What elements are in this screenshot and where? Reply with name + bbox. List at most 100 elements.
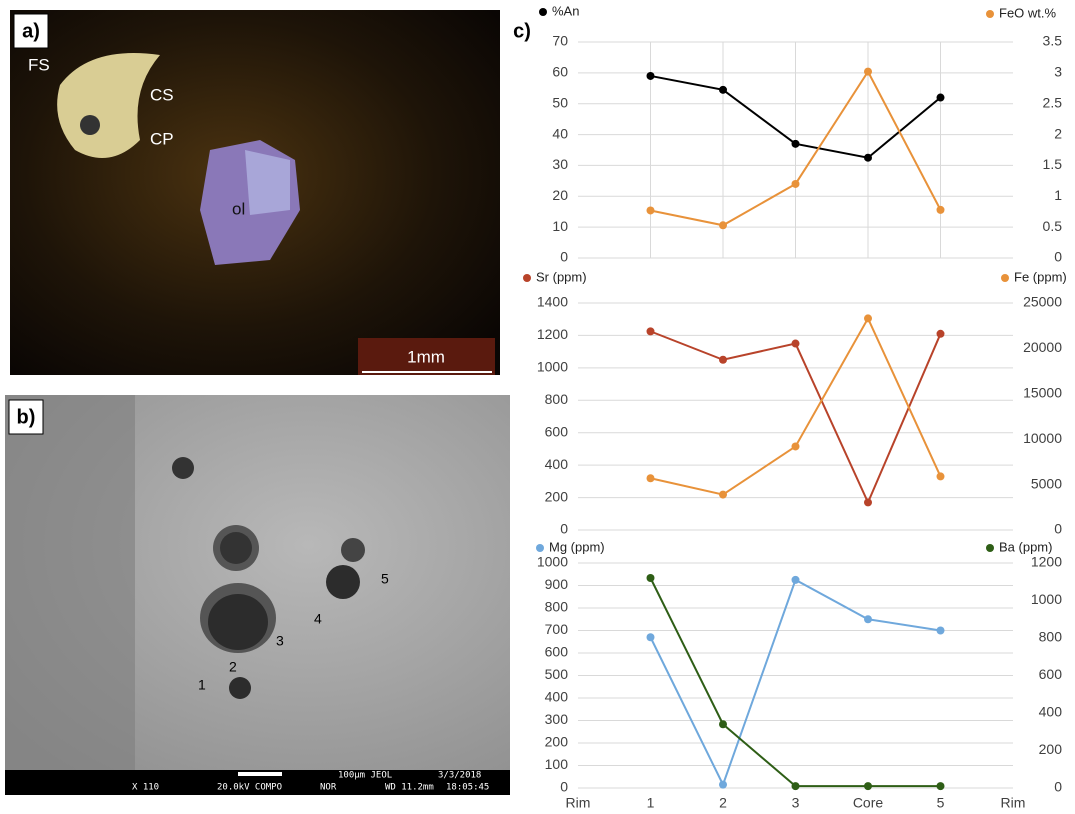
y-tick-label: 200 (545, 488, 569, 504)
y2-tick-label: 3 (1054, 64, 1062, 80)
point (719, 780, 727, 789)
point (646, 633, 655, 642)
point (791, 139, 800, 148)
x-tick-label: 5 (937, 795, 945, 811)
point (936, 472, 945, 481)
photo-b: 1 2 3 4 5 X 110 20.0kV COMPO NOR 100µm J… (5, 395, 510, 795)
y-tick-label: 1200 (537, 326, 568, 342)
point (864, 314, 872, 323)
point (791, 575, 800, 584)
point (646, 206, 655, 215)
label: 4 (314, 611, 322, 627)
point (646, 71, 655, 80)
y-tick-label: 200 (545, 734, 569, 750)
label: 1 (198, 677, 206, 693)
point (791, 339, 800, 348)
y2-tick-label: 3.5 (1043, 33, 1063, 49)
point (791, 179, 800, 188)
point (936, 93, 945, 102)
y-tick-label: 800 (545, 391, 569, 407)
y-tick-label: 70 (552, 33, 568, 49)
legend-label: Mg (ppm) (549, 539, 605, 554)
point (719, 355, 727, 364)
y-tick-label: 60 (552, 64, 568, 80)
footer: 100µm JEOL (338, 771, 392, 781)
legend-label: %An (552, 3, 579, 18)
photo-a: FS CS CP ol 1mm a) (10, 10, 500, 375)
y-tick-label: 100 (545, 756, 569, 772)
point (864, 153, 872, 162)
point (646, 327, 655, 336)
y2-tick-label: 0.5 (1043, 218, 1063, 234)
y2-tick-label: 1000 (1031, 591, 1062, 607)
point (646, 574, 655, 582)
point (791, 782, 800, 791)
x-tick-label: Core (853, 795, 884, 811)
y-tick-label: 900 (545, 576, 569, 592)
footer: 20.0kV COMPO (217, 783, 282, 793)
panel-label: c) (513, 20, 531, 42)
label: CS (150, 85, 174, 104)
legend-marker (986, 544, 994, 552)
y-tick-label: 600 (545, 644, 569, 660)
y-tick-label: 400 (545, 456, 569, 472)
footer: 3/3/2018 (438, 771, 481, 781)
y-tick-label: 30 (552, 156, 568, 172)
series-line (649, 577, 941, 788)
legend-marker (523, 274, 531, 282)
y2-tick-label: 2 (1054, 125, 1062, 141)
y-tick-label: 10 (552, 218, 568, 234)
panel-label: a) (22, 20, 40, 42)
point (936, 782, 945, 791)
y2-tick-label: 5000 (1031, 475, 1062, 491)
footer: NOR (320, 783, 337, 793)
y-tick-label: 20 (552, 187, 568, 203)
point (719, 490, 727, 499)
point (936, 205, 945, 214)
legend-label: Sr (ppm) (536, 269, 587, 284)
y2-tick-label: 1.5 (1043, 156, 1063, 172)
x-tick-label: 3 (792, 795, 800, 811)
y-tick-label: 0 (560, 249, 568, 265)
x-tick-label: 2 (719, 795, 727, 811)
legend-marker (536, 544, 544, 552)
series-line (649, 578, 941, 788)
point (936, 626, 945, 635)
y-tick-label: 700 (545, 621, 569, 637)
point (864, 615, 872, 624)
y-tick-label: 1000 (537, 554, 568, 570)
y-tick-label: 0 (560, 521, 568, 537)
y-tick-label: 400 (545, 689, 569, 705)
y2-tick-label: 200 (1039, 741, 1063, 757)
y2-tick-label: 15000 (1023, 385, 1062, 401)
point (719, 720, 727, 729)
y-tick-label: 40 (552, 125, 568, 141)
x-tick-label: Rim (1001, 795, 1026, 811)
footer: WD 11.2mm (385, 783, 434, 793)
point (864, 67, 872, 76)
y2-tick-label: 800 (1039, 629, 1063, 645)
y-tick-label: 500 (545, 666, 569, 682)
legend-marker (986, 10, 994, 18)
footer: X 110 (132, 783, 159, 793)
legend-label: Ba (ppm) (999, 539, 1052, 554)
series-line (650, 330, 942, 505)
y2-tick-label: 1 (1054, 187, 1062, 203)
label: 2 (229, 659, 237, 675)
label: CP (150, 129, 174, 148)
y2-tick-label: 2.5 (1043, 94, 1063, 110)
y-tick-label: 1000 (537, 359, 568, 375)
y2-tick-label: 400 (1039, 704, 1063, 720)
point (719, 85, 727, 94)
scale-label: 1mm (407, 347, 445, 366)
y2-tick-label: 20000 (1023, 339, 1062, 355)
label: 5 (381, 571, 389, 587)
label: FS (28, 55, 50, 74)
legend-marker (1001, 274, 1009, 282)
point (791, 442, 800, 451)
y2-tick-label: 0 (1054, 249, 1062, 265)
y2-tick-label: 1200 (1031, 554, 1062, 570)
panel-box (505, 14, 539, 48)
y-tick-label: 1400 (537, 294, 568, 310)
